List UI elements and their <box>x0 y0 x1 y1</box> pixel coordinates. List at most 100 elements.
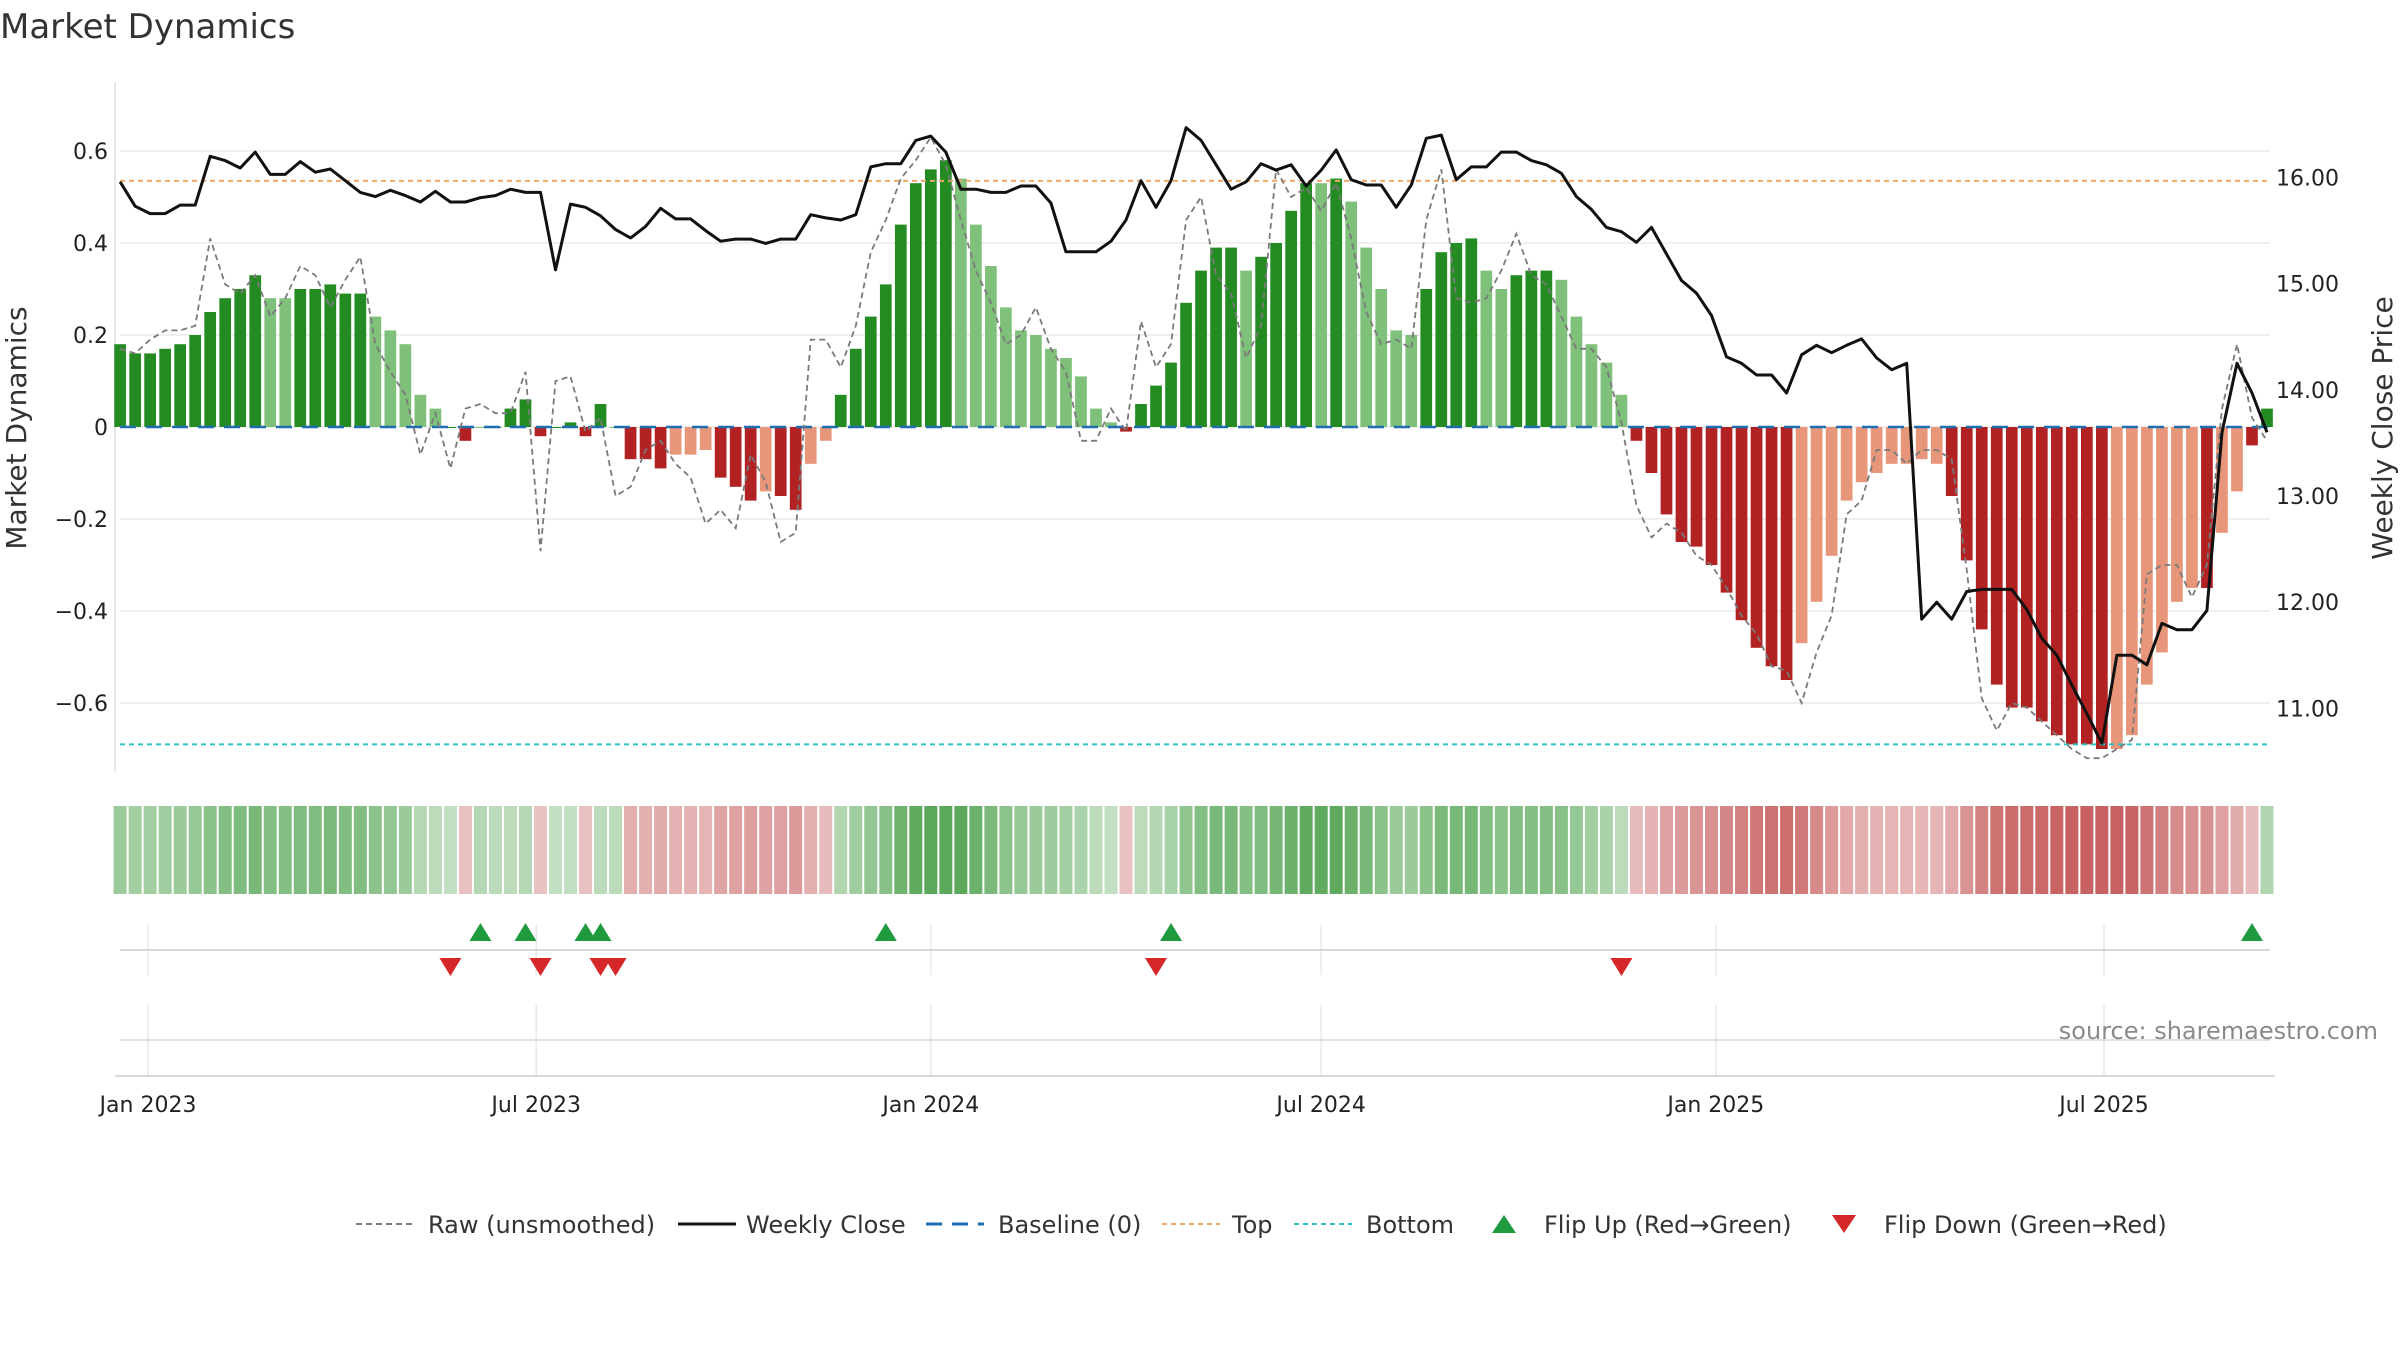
dynamics-bar <box>279 298 292 427</box>
source-note: source: sharemaestro.com <box>2059 1017 2378 1045</box>
strength-strip-cell <box>1239 806 1253 894</box>
strength-strip-cell <box>1524 806 1538 894</box>
strength-strip-cell <box>1900 806 1914 894</box>
dynamics-bar <box>1420 289 1433 427</box>
strength-strip-cell <box>2095 806 2109 894</box>
dynamics-bar <box>1375 289 1388 427</box>
strength-strip-cell <box>1149 806 1163 894</box>
dynamics-bar <box>1030 335 1042 427</box>
dynamics-bar <box>309 289 322 427</box>
flip-up-marker <box>589 923 612 941</box>
dynamics-bar <box>2050 427 2063 736</box>
dynamics-bar <box>1270 243 1282 427</box>
strength-strip-cell <box>1389 806 1403 894</box>
y-tick-label: 0 <box>94 416 108 441</box>
dynamics-bar <box>1525 270 1538 427</box>
dynamics-bar <box>1255 256 1267 427</box>
legend-item: Flip Down (Green→Red) <box>1832 1211 2167 1239</box>
dynamics-bar <box>1345 201 1358 427</box>
dynamics-bar <box>264 298 277 427</box>
strength-strip-cell <box>594 806 608 894</box>
dynamics-bar <box>1570 316 1583 427</box>
dynamics-bar <box>2020 427 2033 708</box>
flip-down-marker <box>589 958 612 976</box>
strength-strip-cell <box>413 806 427 894</box>
strength-strip-cell <box>984 806 998 894</box>
strength-strip-cell <box>1119 806 1133 894</box>
legend-item: Raw (unsmoothed) <box>356 1211 655 1239</box>
dynamics-bar <box>1390 330 1403 427</box>
dynamics-bar <box>2126 427 2138 736</box>
strength-strip-cell <box>518 806 532 894</box>
dynamics-bar <box>1225 247 1237 427</box>
dynamics-bar <box>129 353 141 427</box>
strength-strip-cell <box>1509 806 1523 894</box>
strength-strip-cell <box>2005 806 2019 894</box>
strength-strip-cell <box>1915 806 1929 894</box>
dynamics-bar <box>1810 427 1823 602</box>
strength-strip-cell <box>894 806 908 894</box>
dynamics-bar <box>1780 427 1793 680</box>
dynamics-bar <box>1015 330 1027 427</box>
strength-strip-cell <box>2050 806 2064 894</box>
strength-strip-cell <box>323 806 337 894</box>
strength-strip-cell <box>624 806 638 894</box>
legend-item: Top <box>1162 1211 1273 1239</box>
strength-strip-cell <box>939 806 953 894</box>
strength-strip-cell <box>1629 806 1643 894</box>
dynamics-bar <box>1990 427 2003 685</box>
strength-strip-cell <box>2110 806 2124 894</box>
strength-strip-cell <box>1089 806 1103 894</box>
flip-down-marker <box>529 958 552 976</box>
strength-strip-cell <box>128 806 142 894</box>
strength-strip-cell <box>1765 806 1779 894</box>
dynamics-bar <box>1705 427 1718 565</box>
strength-strip-cell <box>383 806 397 894</box>
strength-strip-cell <box>714 806 728 894</box>
strength-strip-cell <box>759 806 773 894</box>
dynamics-bar <box>1315 183 1328 427</box>
reference-lines <box>120 179 2270 746</box>
dynamics-bar <box>1930 427 1943 464</box>
dynamics-bar <box>549 427 562 428</box>
strength-strip-cell <box>1674 806 1688 894</box>
dynamics-bar <box>1450 243 1463 427</box>
strength-strip-cell <box>1990 806 2004 894</box>
strength-strip-cell <box>1735 806 1749 894</box>
dynamics-bar <box>1660 427 1673 515</box>
dynamics-bar <box>2186 427 2198 588</box>
strength-strip-cell <box>924 806 938 894</box>
strength-strip-cell <box>1194 806 1208 894</box>
y2-tick-label: 11.00 <box>2276 697 2339 722</box>
strength-strip-cell <box>1434 806 1448 894</box>
dynamics-bar <box>399 344 412 427</box>
strength-strip-cell <box>278 806 292 894</box>
dynamics-bar <box>1210 247 1222 427</box>
strength-strip-cell <box>1720 806 1734 894</box>
strength-strip-cell <box>564 806 578 894</box>
legend-label: Flip Down (Green→Red) <box>1884 1211 2167 1239</box>
dynamics-bar <box>879 284 892 427</box>
strength-strip-cell <box>2260 806 2274 894</box>
strength-strip-cell <box>1329 806 1343 894</box>
strength-strip-cell <box>2230 806 2244 894</box>
x-tick-label: Jul 2024 <box>1274 1093 1366 1118</box>
dynamics-bar <box>1765 427 1778 667</box>
dynamics-bar <box>294 289 307 427</box>
dynamics-bar <box>2096 427 2108 749</box>
dynamics-bar <box>699 427 712 450</box>
legend: Raw (unsmoothed) Weekly Close Baseline (0)… <box>356 1211 2167 1239</box>
legend-item: Flip Up (Red→Green) <box>1492 1211 1792 1239</box>
dynamics-bar <box>2171 427 2183 602</box>
dynamics-bar <box>204 312 217 427</box>
strength-strip-cell <box>1795 806 1809 894</box>
strength-strip-cell <box>2215 806 2229 894</box>
strength-strip-cell <box>1074 806 1088 894</box>
strength-strip-cell <box>729 806 743 894</box>
strength-strip-cell <box>2140 806 2154 894</box>
series-lines <box>118 126 2269 760</box>
strength-strip-cell <box>158 806 172 894</box>
strength-strip-cell <box>233 806 247 894</box>
dynamics-bar <box>1630 427 1643 441</box>
